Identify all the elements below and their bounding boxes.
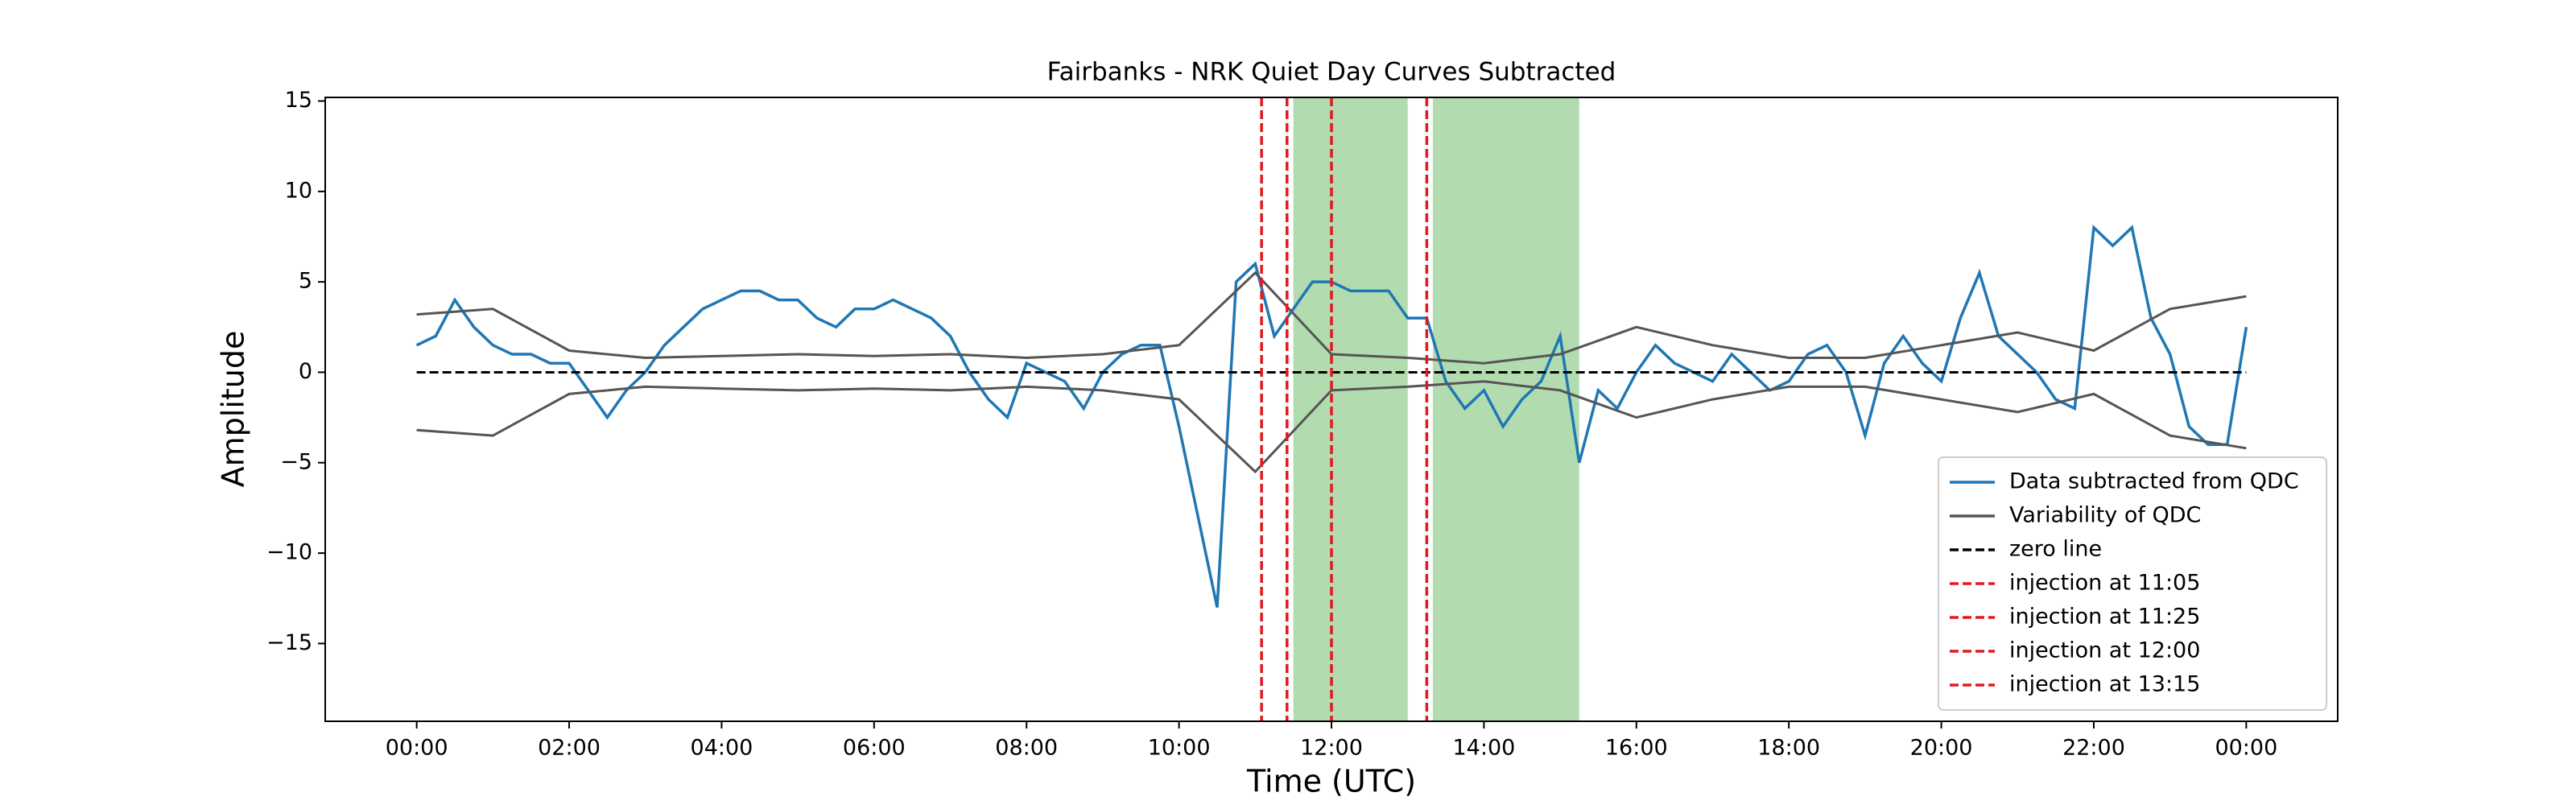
x-tick-label: 14:00: [1452, 736, 1515, 761]
legend-label: Variability of QDC: [2009, 503, 2201, 528]
x-tick-label: 00:00: [386, 736, 448, 761]
x-tick-label: 22:00: [2062, 736, 2125, 761]
x-tick-label: 16:00: [1605, 736, 1668, 761]
y-tick-label: −10: [266, 540, 312, 565]
series-line: [416, 380, 2247, 474]
legend-label: injection at 11:05: [2009, 571, 2200, 596]
y-tick-label: −15: [266, 630, 312, 655]
legend-label: injection at 12:00: [2009, 638, 2200, 663]
chart-title: Fairbanks - NRK Quiet Day Curves Subtrac…: [1047, 58, 1616, 87]
x-tick-label: 12:00: [1300, 736, 1363, 761]
highlight-span: [1432, 97, 1579, 721]
x-tick-label: 10:00: [1148, 736, 1211, 761]
x-axis-label: Time (UTC): [1246, 764, 1416, 799]
x-tick-label: 02:00: [538, 736, 601, 761]
x-tick-label: 08:00: [995, 736, 1058, 761]
y-tick-label: 0: [299, 359, 312, 384]
x-tick-label: 18:00: [1757, 736, 1820, 761]
y-tick-label: 15: [285, 88, 312, 113]
y-tick-label: 10: [285, 178, 312, 203]
legend-label: Data subtracted from QDC: [2009, 469, 2299, 494]
x-tick-label: 00:00: [2215, 736, 2277, 761]
legend: Data subtracted from QDC Variability of Q…: [1938, 456, 2327, 711]
legend-label: zero line: [2009, 537, 2102, 562]
highlight-span: [1293, 97, 1408, 721]
x-tick-label: 06:00: [843, 736, 906, 761]
x-tick-label: 04:00: [691, 736, 753, 761]
y-tick-label: 5: [299, 269, 312, 294]
legend-label: injection at 13:15: [2009, 672, 2200, 697]
y-tick-label: −5: [280, 449, 312, 474]
series-line: [416, 270, 2247, 365]
legend-box: [1938, 456, 2327, 711]
x-tick-label: 20:00: [1910, 736, 1973, 761]
y-axis-label: Amplitude: [216, 331, 251, 488]
legend-label: injection at 11:25: [2009, 605, 2200, 630]
